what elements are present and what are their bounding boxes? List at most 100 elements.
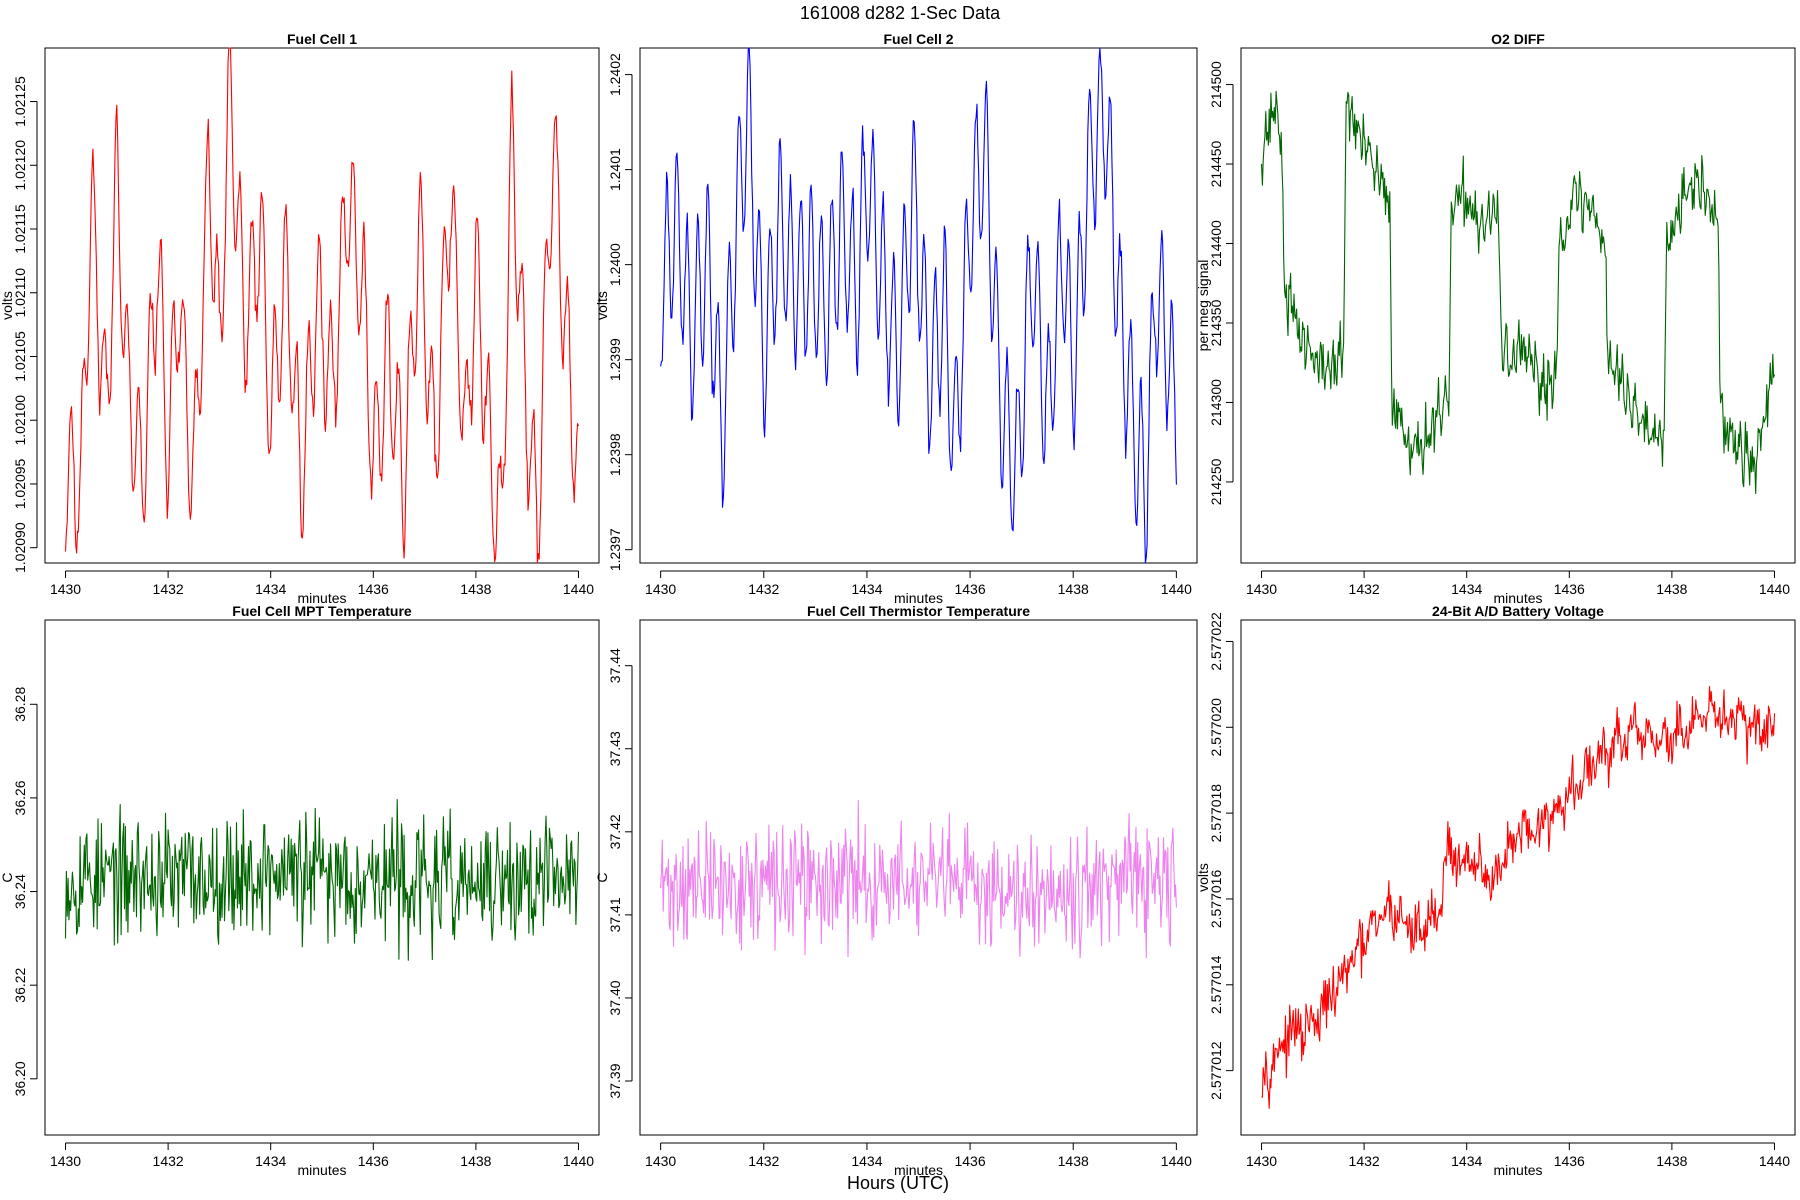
x-tick-label: 1434 [851,1153,882,1169]
x-tick-label: 1434 [851,581,882,597]
y-tick-label: 36.26 [12,780,28,815]
x-tick-label: 1434 [1451,581,1482,597]
x-tick-label: 1440 [563,1153,594,1169]
y-tick-label: 1.02090 [12,522,28,573]
x-tick-label: 1430 [50,581,81,597]
y-tick-label: 2.577022 [1208,612,1224,671]
plot-frame [44,619,600,1136]
y-tick-label: 2.577012 [1208,1041,1224,1100]
y-tick-label: 214400 [1208,220,1224,267]
y-tick-label: 1.2400 [607,243,623,286]
x-tick-label: 1438 [1058,581,1089,597]
y-tick-label: 36.20 [12,1061,28,1096]
y-tick-label: 2.577014 [1208,955,1224,1014]
series-line [64,799,580,961]
y-tick-label: 2.577016 [1208,870,1224,929]
chart-panel-1: Fuel Cell 1 1430 1432 1434 1436 1438 1440 minut… [0,31,600,606]
plot-frame [1240,619,1796,1136]
plot-frame [44,47,600,564]
y-tick-label: 37.41 [607,897,623,932]
y-tick-label: 1.2401 [607,148,623,191]
panel-title: 24-Bit A/D Battery Voltage [1432,603,1604,619]
y-axis-label: volts [1195,863,1211,892]
x-tick-label: 1434 [1451,1153,1482,1169]
y-tick-label: 36.22 [12,967,28,1002]
y-tick-label: 214300 [1208,379,1224,426]
y-tick-label: 36.24 [12,874,28,909]
plot-frame [639,619,1198,1136]
chart-panel-5: Fuel Cell Thermistor Temperature 1430 1432… [594,603,1198,1178]
x-tick-label: 1440 [1161,581,1192,597]
x-tick-label: 1436 [954,581,985,597]
y-tick-label: 1.2399 [607,338,623,381]
x-tick-label: 1430 [645,1153,676,1169]
x-tick-label: 1438 [1656,1153,1687,1169]
x-tick-label: 1432 [153,581,184,597]
x-tick-label: 1440 [1759,581,1790,597]
y-axis-label: C [0,872,15,882]
x-tick-label: 1432 [748,1153,779,1169]
x-tick-label: 1432 [1349,581,1380,597]
series-line [660,800,1177,959]
y-axis-label: volts [594,291,610,320]
x-tick-label: 1430 [1246,1153,1277,1169]
y-tick-label: 37.44 [607,648,623,683]
y-tick-label: 2.577018 [1208,784,1224,843]
y-tick-label: 214450 [1208,140,1224,187]
panel-title: Fuel Cell 2 [883,31,953,47]
x-tick-label: 1432 [748,581,779,597]
y-tick-label: 1.2397 [607,528,623,571]
y-tick-label: 2.577020 [1208,698,1224,757]
x-tick-label: 1434 [255,1153,286,1169]
x-tick-label: 1436 [1554,581,1585,597]
y-tick-label: 1.02105 [12,331,28,382]
figure-title: 161008 d282 1-Sec Data [800,3,1001,23]
figure-xlabel: Hours (UTC) [847,1173,949,1193]
x-tick-label: 1436 [954,1153,985,1169]
y-tick-label: 1.02115 [12,204,28,254]
chart-panel-6: 24-Bit A/D Battery Voltage 1430 1432 1434 14… [1195,603,1796,1178]
x-axis-label: minutes [894,590,943,606]
x-tick-label: 1432 [153,1153,184,1169]
x-tick-label: 1436 [358,1153,389,1169]
x-tick-label: 1430 [50,1153,81,1169]
y-tick-label: 214500 [1208,61,1224,108]
x-axis-label: minutes [1493,1162,1542,1178]
x-tick-label: 1430 [1246,581,1277,597]
chart-panel-4: Fuel Cell MPT Temperature 1430 1432 1434 143… [0,603,600,1178]
x-tick-label: 1432 [1349,1153,1380,1169]
y-tick-label: 36.28 [12,687,28,722]
y-tick-label: 214250 [1208,458,1224,505]
x-tick-label: 1438 [460,581,491,597]
x-tick-label: 1436 [1554,1153,1585,1169]
y-tick-label: 214350 [1208,299,1224,346]
y-tick-label: 1.2398 [607,433,623,476]
y-tick-label: 37.40 [607,980,623,1015]
x-tick-label: 1434 [255,581,286,597]
y-axis-label: C [594,872,610,882]
y-tick-label: 37.39 [607,1063,623,1098]
x-tick-label: 1438 [460,1153,491,1169]
y-tick-label: 37.43 [607,731,623,766]
x-axis-label: minutes [297,590,346,606]
y-tick-label: 1.02100 [12,395,28,446]
x-tick-label: 1438 [1058,1153,1089,1169]
y-tick-label: 1.02120 [12,140,28,191]
x-tick-label: 1440 [1759,1153,1790,1169]
plot-frame [1240,47,1796,564]
panel-title: Fuel Cell MPT Temperature [232,603,412,619]
panel-title: O2 DIFF [1491,31,1545,47]
chart-panel-3: O2 DIFF 1430 1432 1434 1436 1438 1440 minutes 21… [1195,31,1796,606]
plot-frame [639,47,1198,564]
y-tick-label: 37.42 [607,814,623,849]
series-line [64,47,580,564]
series-line [660,47,1177,564]
series-line [1261,685,1776,1109]
chart-panel-2: Fuel Cell 2 1430 1432 1434 1436 1438 1440 minut… [594,31,1198,606]
x-axis-label: minutes [1493,590,1542,606]
y-tick-label: 1.02125 [12,76,28,127]
y-axis-label: volts [0,291,15,320]
y-tick-label: 1.02095 [12,458,28,509]
